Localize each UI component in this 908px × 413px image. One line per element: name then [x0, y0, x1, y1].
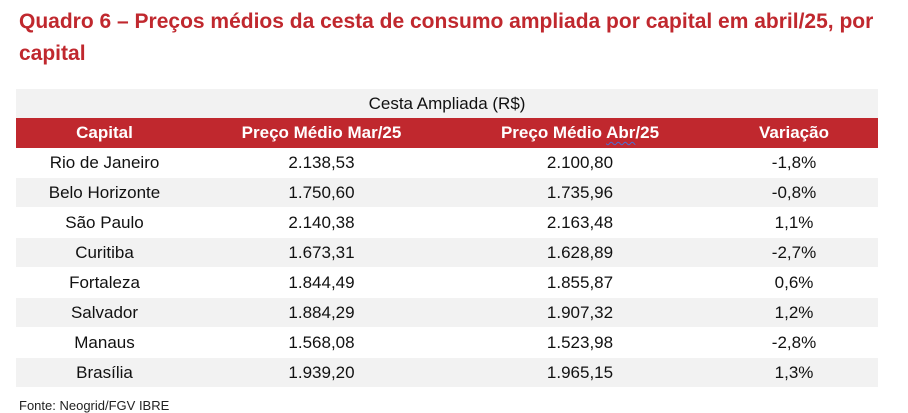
price-table-container: Cesta Ampliada (R$) Capital Preço Médio …	[16, 89, 879, 388]
cell-variacao: 0,6%	[710, 267, 879, 298]
cell-abr: 1.628,89	[450, 237, 710, 268]
cell-abr: 1.965,15	[450, 357, 710, 388]
cell-capital: Belo Horizonte	[16, 177, 193, 208]
group-header-cell: Cesta Ampliada (R$)	[16, 89, 879, 118]
cell-variacao: 1,1%	[710, 207, 879, 238]
spellcheck-underline-word: Abr	[606, 123, 636, 142]
cell-variacao: 1,3%	[710, 357, 879, 388]
column-header-mar: Preço Médio Mar/25	[193, 118, 450, 148]
column-header-capital: Capital	[16, 118, 193, 148]
cell-variacao: -2,8%	[710, 327, 879, 358]
table-row: Curitiba 1.673,31 1.628,89 -2,7%	[16, 237, 879, 268]
cell-abr: 1.855,87	[450, 267, 710, 298]
cell-mar: 1.884,29	[193, 297, 450, 328]
table-row: São Paulo 2.140,38 2.163,48 1,1%	[16, 207, 879, 238]
cell-capital: Rio de Janeiro	[16, 148, 193, 178]
table-row: Salvador 1.884,29 1.907,32 1,2%	[16, 297, 879, 328]
table-row: Manaus 1.568,08 1.523,98 -2,8%	[16, 327, 879, 358]
cell-capital: Brasília	[16, 357, 193, 388]
cell-variacao: 1,2%	[710, 297, 879, 328]
cell-mar: 2.138,53	[193, 148, 450, 178]
group-header-row: Cesta Ampliada (R$)	[16, 89, 879, 118]
cell-capital: Salvador	[16, 297, 193, 328]
table-row: Brasília 1.939,20 1.965,15 1,3%	[16, 357, 879, 388]
document-title: Quadro 6 – Preços médios da cesta de con…	[19, 10, 874, 65]
price-table: Cesta Ampliada (R$) Capital Preço Médio …	[16, 89, 879, 388]
cell-mar: 1.568,08	[193, 327, 450, 358]
table-row: Fortaleza 1.844,49 1.855,87 0,6%	[16, 267, 879, 298]
cell-mar: 2.140,38	[193, 207, 450, 238]
cell-capital: São Paulo	[16, 207, 193, 238]
table-row: Rio de Janeiro 2.138,53 2.100,80 -1,8%	[16, 148, 879, 178]
column-header-abr-prefix: Preço Médio	[500, 123, 607, 142]
cell-variacao: -2,7%	[710, 237, 879, 268]
cell-mar: 1.844,49	[193, 267, 450, 298]
column-header-variacao: Variação	[710, 118, 879, 148]
table-body: Rio de Janeiro 2.138,53 2.100,80 -1,8% B…	[16, 148, 879, 388]
cell-variacao: -0,8%	[710, 177, 879, 208]
table-row: Belo Horizonte 1.750,60 1.735,96 -0,8%	[16, 177, 879, 208]
cell-mar: 1.750,60	[193, 177, 450, 208]
cell-capital: Manaus	[16, 327, 193, 358]
cell-abr: 2.163,48	[450, 207, 710, 238]
column-header-abr: Preço Médio Abr/25	[450, 118, 710, 148]
cell-variacao: -1,8%	[710, 148, 879, 178]
cell-abr: 1.735,96	[450, 177, 710, 208]
cell-mar: 1.939,20	[193, 357, 450, 388]
cell-abr: 2.100,80	[450, 148, 710, 178]
column-header-row: Capital Preço Médio Mar/25 Preço Médio A…	[16, 118, 879, 148]
cell-mar: 1.673,31	[193, 237, 450, 268]
cell-capital: Fortaleza	[16, 267, 193, 298]
cell-abr: 1.523,98	[450, 327, 710, 358]
cell-capital: Curitiba	[16, 237, 193, 268]
column-header-abr-suffix: /25	[635, 123, 660, 142]
cell-abr: 1.907,32	[450, 297, 710, 328]
source-note: Fonte: Neogrid/FGV IBRE	[19, 398, 170, 413]
